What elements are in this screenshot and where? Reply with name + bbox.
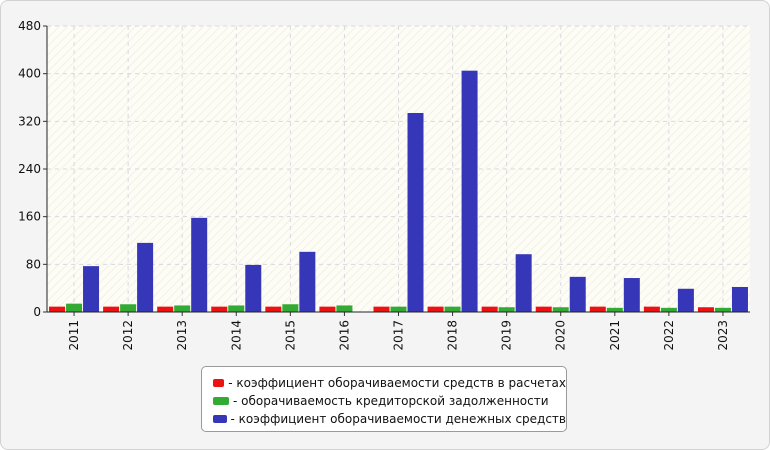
bar-2021-series-2: [606, 307, 623, 312]
legend-item-cash-turnover: - коэффициент оборачиваемости денежных с…: [213, 410, 566, 428]
bar-2020-series-2: [552, 307, 569, 312]
bar-2017-series-2: [390, 306, 407, 312]
bar-2011-series-1: [49, 306, 66, 312]
bar-2015-series-2: [282, 304, 299, 312]
bar-2019-series-1: [481, 306, 498, 312]
x-tick-label: 2013: [175, 320, 189, 351]
bar-2022-series-1: [643, 306, 660, 312]
x-tick-label: 2020: [554, 320, 568, 351]
x-tick-label: 2015: [283, 320, 297, 351]
bar-2018-series-1: [427, 306, 444, 312]
legend-item-receivables-turnover: - коэффициент оборачиваемости средств в …: [213, 374, 566, 392]
bar-2021-series-1: [589, 306, 606, 312]
y-tick-label: 480: [18, 19, 41, 33]
y-tick-label: 320: [18, 114, 41, 128]
bar-2017-series-3: [407, 112, 424, 312]
y-tick-label: 80: [26, 257, 41, 271]
x-tick-label: 2021: [608, 320, 622, 351]
bar-2013-series-3: [191, 217, 208, 312]
bar-2020-series-1: [535, 306, 552, 312]
bar-2015-series-1: [265, 306, 282, 312]
legend-label: - оборачиваемость кредиторской задолженн…: [233, 394, 549, 408]
x-tick-label: 2019: [500, 320, 514, 351]
bar-2015-series-3: [299, 251, 316, 312]
legend-label: - коэффициент оборачиваемости денежных с…: [230, 412, 567, 426]
bar-2019-series-3: [515, 254, 532, 312]
legend-swatch-green: [213, 397, 229, 405]
x-tick-label: 2017: [392, 320, 406, 351]
x-tick-label: 2014: [229, 320, 243, 351]
bar-2020-series-3: [569, 276, 586, 312]
x-tick-label: 2012: [121, 320, 135, 351]
legend-label: - коэффициент оборачиваемости средств в …: [228, 376, 566, 390]
bar-2018-series-2: [444, 306, 461, 312]
bar-2019-series-2: [498, 307, 515, 312]
bar-2023-series-2: [714, 307, 731, 312]
bar-2022-series-3: [677, 288, 694, 312]
bar-2014-series-2: [228, 305, 245, 312]
legend-swatch-blue: [213, 415, 227, 423]
bar-2016-series-1: [319, 306, 336, 312]
legend-item-payables-turnover: - оборачиваемость кредиторской задолженн…: [213, 392, 566, 410]
bar-2012-series-2: [120, 304, 137, 312]
bar-2012-series-3: [137, 242, 154, 312]
bar-2014-series-3: [245, 264, 262, 312]
x-tick-label: 2023: [716, 320, 730, 351]
y-tick-label: 160: [18, 210, 41, 224]
x-tick-label: 2018: [446, 320, 460, 351]
legend: - коэффициент оборачиваемости средств в …: [201, 366, 567, 432]
x-tick-label: 2016: [337, 320, 351, 351]
bar-2011-series-2: [66, 303, 83, 312]
y-tick-label: 240: [18, 162, 41, 176]
bar-2016-series-2: [336, 305, 353, 312]
bar-2012-series-1: [103, 306, 120, 312]
x-tick-label: 2022: [662, 320, 676, 351]
y-tick-label: 400: [18, 67, 41, 81]
legend-swatch-red: [213, 379, 225, 387]
y-tick-label: 0: [33, 305, 41, 319]
bar-2013-series-2: [174, 305, 191, 312]
bar-2013-series-1: [157, 306, 174, 312]
bar-2023-series-1: [697, 307, 714, 312]
bar-2017-series-1: [373, 306, 390, 312]
bar-2011-series-3: [83, 266, 100, 312]
bar-2021-series-3: [623, 278, 640, 312]
bar-2018-series-3: [461, 70, 478, 312]
bar-2014-series-1: [211, 306, 228, 312]
bar-2023-series-3: [731, 286, 748, 312]
x-tick-label: 2011: [67, 320, 81, 351]
bar-2022-series-2: [660, 307, 677, 312]
